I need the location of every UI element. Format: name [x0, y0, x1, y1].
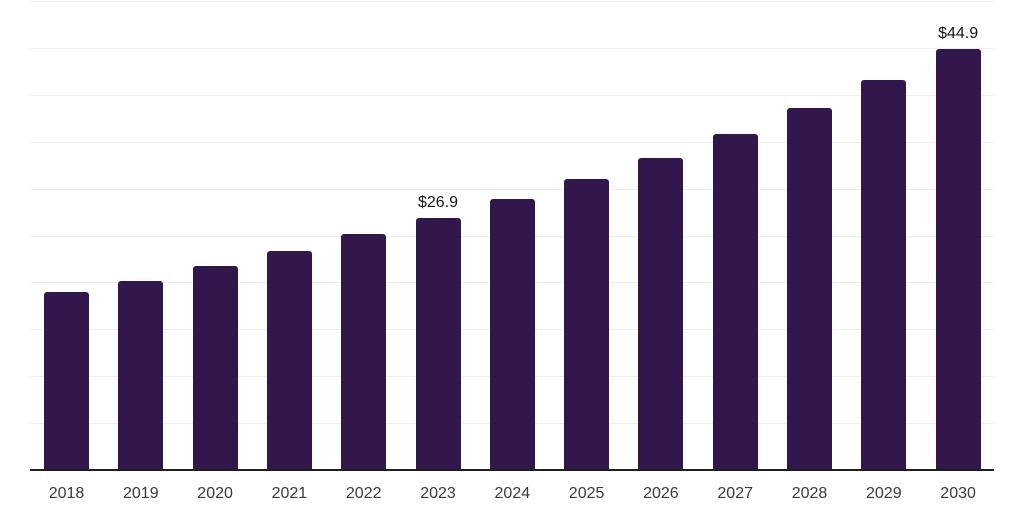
bar-2019: [118, 280, 164, 470]
x-tick-2022: 2022: [345, 485, 382, 502]
x-tick-2024: 2024: [494, 485, 531, 502]
gridline-y-35: [30, 141, 994, 143]
bar-2020: [192, 266, 238, 470]
x-tick-2020: 2020: [197, 485, 233, 502]
gridline-y-50: [30, 1, 994, 2]
x-tick-2026: 2026: [643, 485, 679, 502]
bar-2022: [341, 233, 387, 470]
plot-area: $26.9 $44.9: [30, 1, 994, 470]
data-label-2030: $44.9: [938, 24, 979, 42]
x-tick-2021: 2021: [271, 485, 308, 502]
x-tick-2027: 2027: [717, 485, 753, 502]
x-axis-line: [30, 469, 994, 471]
gridline-y-45: [30, 47, 994, 49]
bar-2030: [935, 48, 981, 470]
x-tick-2029: 2029: [866, 485, 902, 502]
bar-2024: [489, 198, 535, 470]
x-tick-2028: 2028: [791, 485, 828, 502]
x-tick-2019: 2019: [123, 485, 159, 502]
bar-2021: [266, 250, 312, 470]
x-tick-2025: 2025: [568, 485, 605, 502]
gridline-y-40: [30, 94, 994, 96]
bar-2018: [44, 291, 89, 470]
bar-2023: [415, 217, 461, 470]
gridline-y-30: [30, 188, 994, 190]
bar-2026: [638, 157, 684, 470]
x-tick-2023: 2023: [420, 485, 456, 502]
bar-2028: [787, 107, 832, 470]
bar-2025: [564, 179, 610, 470]
x-tick-2018: 2018: [48, 485, 85, 502]
x-tick-2030: 2030: [940, 485, 976, 502]
bar-2029: [861, 79, 907, 470]
bar-2027: [712, 134, 758, 470]
data-label-2023: $26.9: [417, 193, 459, 211]
